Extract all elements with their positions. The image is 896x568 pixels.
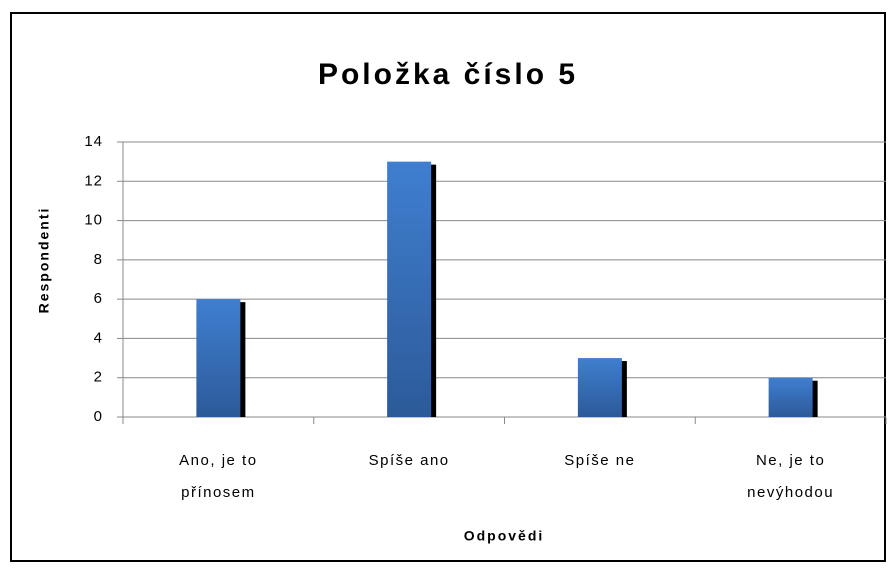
x-tick-label: Ano, je to přínosem [179,452,258,501]
x-tick-label: Ne, je to nevýhodou [747,452,835,501]
x-axis-label: Odpovědi [464,528,545,544]
y-tick-label: 4 [94,329,103,346]
y-tick-label: 14 [84,133,103,150]
bar [387,161,432,417]
y-tick-label: 12 [84,172,103,189]
y-tick-label: 8 [94,251,103,268]
x-tick-label: Spíše ano [368,452,450,469]
bar [196,299,241,417]
y-tick-label: 2 [94,369,103,386]
bar [577,358,622,417]
y-tick-label: 0 [94,408,103,425]
chart-title: Položka číslo 5 [318,58,578,91]
y-axis-label: Respondenti [36,207,52,314]
y-tick-label: 10 [84,212,103,229]
y-tick-label: 6 [94,290,103,307]
bar [768,377,813,417]
x-tick-label: Spíše ne [564,452,636,469]
chart-border [10,12,886,562]
